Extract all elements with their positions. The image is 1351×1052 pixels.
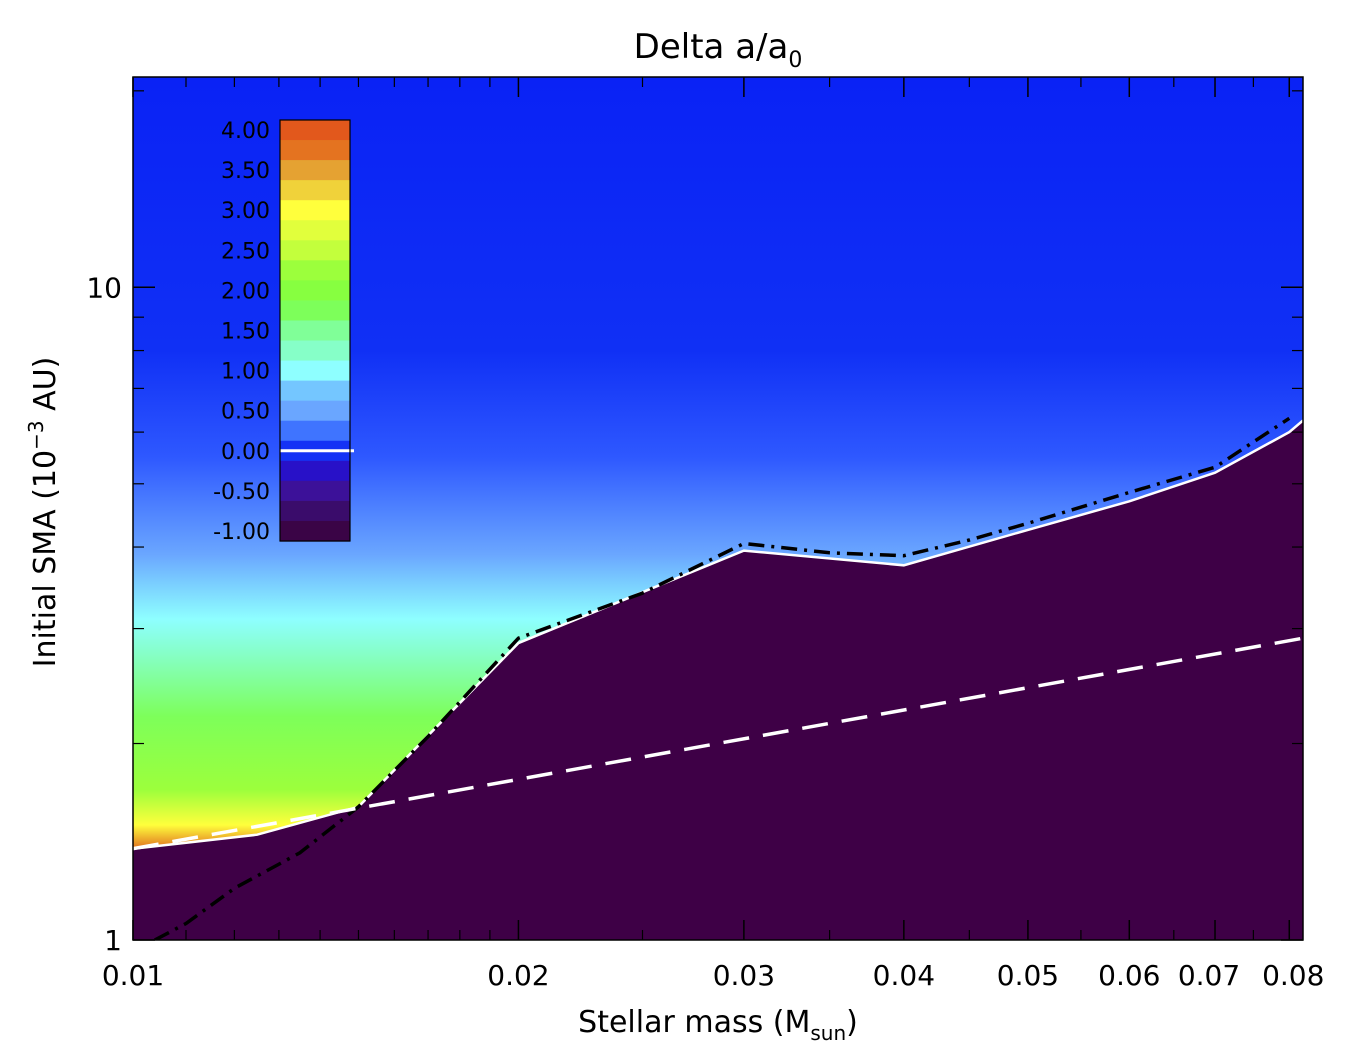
colorbar-swatch bbox=[280, 380, 350, 402]
colorbar-swatch bbox=[280, 400, 350, 422]
colorbar-label: 4.00 bbox=[221, 119, 270, 144]
x-tick-label: 0.01 bbox=[102, 959, 164, 992]
colorbar-swatch bbox=[280, 320, 350, 342]
chart-title: Delta a/a0 bbox=[634, 27, 803, 73]
x-tick-label: 0.07 bbox=[1178, 959, 1240, 992]
y-axis-label-suffix: AU) bbox=[28, 357, 63, 421]
y-axis-label-superscript: −3 bbox=[24, 420, 48, 449]
colorbar-swatch bbox=[280, 500, 350, 522]
y-tick-label: 10 bbox=[86, 271, 122, 304]
x-tick-label: 0.03 bbox=[713, 959, 775, 992]
x-tick-label: 0.08 bbox=[1262, 959, 1324, 992]
y-axis-label: Initial SMA (10−3 AU) bbox=[24, 357, 63, 668]
colorbar-swatch bbox=[280, 360, 350, 382]
x-axis-label: Stellar mass (Msun) bbox=[578, 1005, 858, 1045]
colorbar-swatch bbox=[280, 280, 350, 302]
colorbar-swatch bbox=[280, 160, 350, 181]
plot-frame bbox=[132, 76, 1304, 941]
colorbar-swatch bbox=[280, 300, 350, 322]
axis-ticks bbox=[132, 77, 1303, 941]
x-axis-label-subscript: sun bbox=[810, 1021, 846, 1045]
chart-title-subscript: 0 bbox=[788, 48, 802, 73]
colorbar-label: 0.50 bbox=[221, 400, 270, 425]
y-axis-label-main: Initial SMA (10 bbox=[28, 450, 63, 667]
colorbar-swatch bbox=[280, 520, 350, 542]
boundary-contour-line bbox=[133, 419, 1303, 850]
colorbar-swatch bbox=[280, 420, 350, 442]
colorbar-swatch bbox=[280, 260, 350, 281]
x-tick-labels: 0.01 0.02 0.03 0.04 0.05 0.06 0.07 0.08 bbox=[102, 959, 1325, 992]
colorbar-label: -0.50 bbox=[213, 480, 270, 505]
x-tick-label: 0.06 bbox=[1098, 959, 1160, 992]
colorbar-label: 0.00 bbox=[221, 440, 270, 465]
below-threshold-region bbox=[133, 420, 1303, 940]
colorbar-swatch bbox=[280, 340, 350, 362]
colorbar-swatch bbox=[280, 480, 350, 502]
colorbar-label: 3.50 bbox=[221, 159, 270, 184]
x-axis-label-suffix: ) bbox=[846, 1005, 858, 1040]
colorbar-swatch bbox=[280, 140, 350, 161]
x-tick-label: 0.02 bbox=[487, 959, 549, 992]
colorbar-label: 2.00 bbox=[221, 279, 270, 304]
y-tick-labels: 1 10 bbox=[86, 271, 122, 957]
colorbar-swatch bbox=[280, 180, 350, 201]
colorbar-swatch bbox=[280, 460, 350, 482]
colorbar-label: 2.50 bbox=[221, 239, 270, 264]
x-tick-label: 0.05 bbox=[997, 959, 1059, 992]
colorbar-frame bbox=[279, 119, 351, 542]
colorbar-label: 1.00 bbox=[221, 360, 270, 385]
dash-dot-curve bbox=[153, 416, 1291, 940]
x-axis-label-main: Stellar mass (M bbox=[578, 1005, 810, 1040]
colorbar-label: 1.50 bbox=[221, 320, 270, 345]
y-tick-label: 1 bbox=[104, 924, 122, 957]
colorbar-swatch bbox=[280, 240, 350, 261]
colorbar-swatch bbox=[280, 220, 350, 241]
colorbar: 4.00 3.50 3.00 2.50 2.00 1.50 1.00 0.50 0.00 -0.5… bbox=[213, 119, 354, 545]
chart-title-main: Delta a/a bbox=[634, 27, 789, 67]
colorbar-swatch bbox=[280, 120, 350, 141]
x-tick-label: 0.04 bbox=[873, 959, 935, 992]
colorbar-swatch bbox=[280, 200, 350, 221]
colorbar-label: -1.00 bbox=[213, 520, 270, 545]
colorbar-label: 3.00 bbox=[221, 199, 270, 224]
